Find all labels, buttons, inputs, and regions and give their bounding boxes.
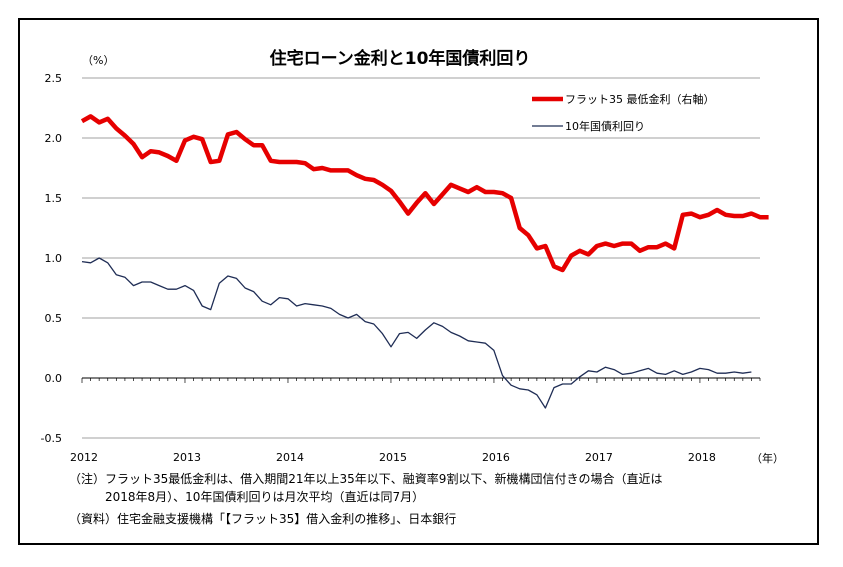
- axes: -0.5 0.0 0.5 1.0 1.5 2.0 2.5 2012 2013 2014 2015 20…: [41, 72, 761, 464]
- legend-label: フラット35 最低金利（右軸）: [565, 92, 715, 106]
- y-axis-unit: （%）: [82, 54, 114, 67]
- source-note: （資料）住宅金融支援機構「【フラット35】借入金利の推移」、日本銀行: [69, 512, 457, 526]
- x-tick-label: 2018: [688, 451, 716, 464]
- y-tick-label: 2.0: [45, 132, 63, 145]
- x-tick-label: 2013: [173, 451, 201, 464]
- line-chart: 住宅ローン金利と10年国債利回り （%） （年） -0.5 0.0 0.5 1.0 1.…: [41, 48, 784, 465]
- x-tick-label: 2015: [379, 451, 407, 464]
- x-tick-label: 2014: [276, 451, 304, 464]
- series-lines: [80, 114, 769, 409]
- y-tick-label: 2.5: [45, 72, 63, 85]
- y-tick-label: -0.5: [41, 432, 62, 445]
- footnote-line-2: 2018年8月）、10年国債利回りは月次平均（直近は同7月）: [105, 490, 425, 504]
- x-tick-label: 2016: [482, 451, 510, 464]
- y-tick-label: 1.0: [45, 252, 63, 265]
- footnote-line-1: （注）フラット35最低金利は、借入期間21年以上35年以下、融資率9割以下、新機…: [69, 472, 663, 486]
- chart-title: 住宅ローン金利と10年国債利回り: [270, 48, 531, 69]
- legend: フラット35 最低金利（右軸） 10年国債利回り: [532, 92, 715, 133]
- legend-label: 10年国債利回り: [565, 119, 645, 133]
- y-tick-label: 0.5: [45, 312, 63, 325]
- x-tick-label: 2017: [585, 451, 613, 464]
- chart-frame: 住宅ローン金利と10年国債利回り （%） （年） -0.5 0.0 0.5 1.0 1.…: [18, 18, 819, 545]
- x-axis-unit: （年）: [751, 451, 784, 465]
- gridlines: [82, 77, 760, 439]
- series-jgb10y-line: [81, 257, 752, 409]
- y-tick-label: 0.0: [45, 372, 63, 385]
- x-tick-label: 2012: [70, 451, 98, 464]
- y-tick-label: 1.5: [45, 192, 63, 205]
- series-flat35-line: [80, 114, 769, 273]
